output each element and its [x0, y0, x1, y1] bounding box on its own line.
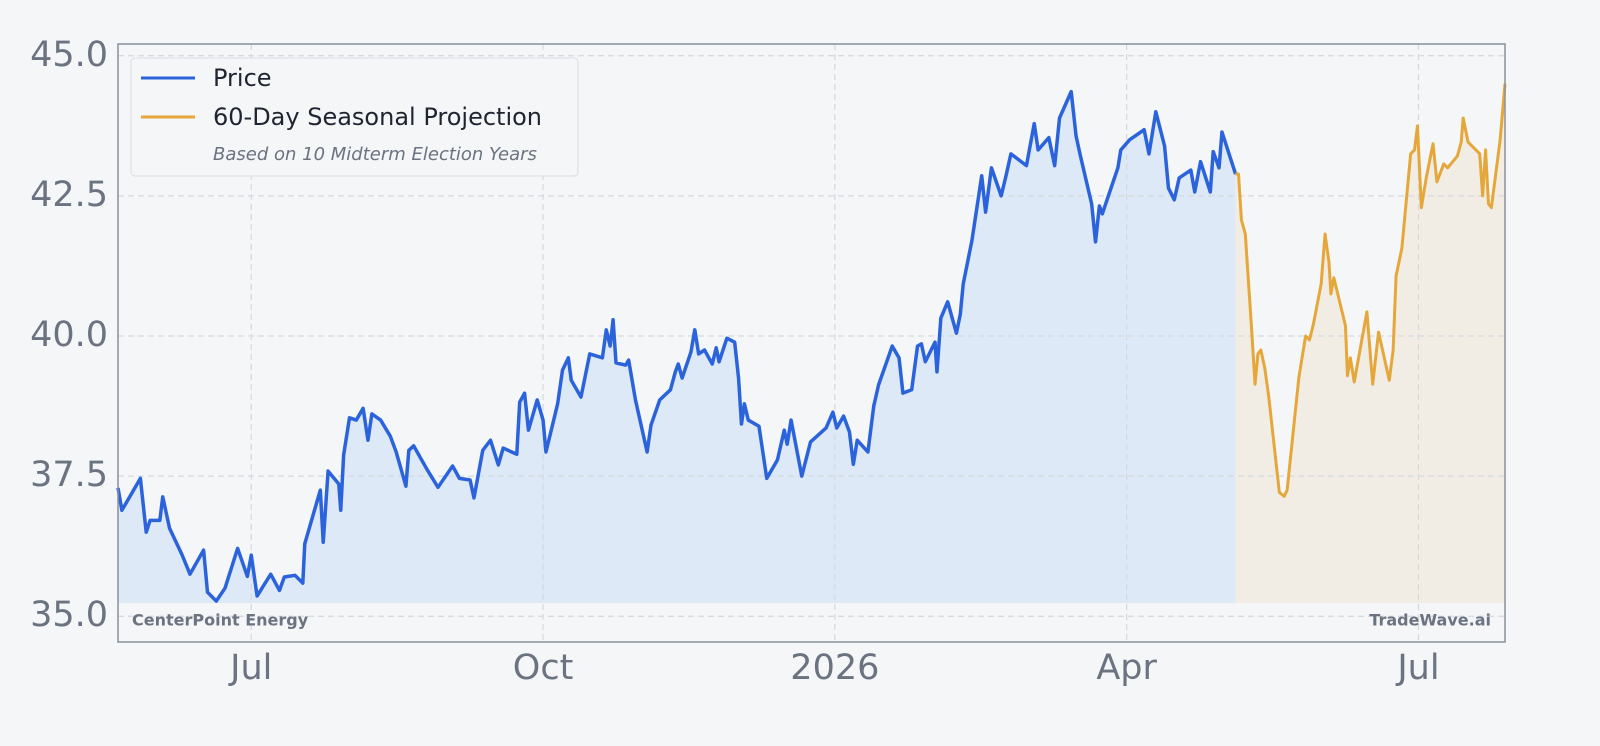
line	[1235, 83, 1507, 498]
y-tick-label: 37.5	[30, 455, 108, 495]
y-tick-label: 35.0	[30, 595, 108, 635]
annotation: TradeWave.ai	[1369, 611, 1491, 630]
x-tick-label: 2026	[790, 648, 879, 688]
x-tick-label: Jul	[228, 648, 272, 688]
y-tick-label: 42.5	[30, 175, 108, 215]
plot-frame	[117, 43, 1506, 643]
legend-note: Based on 10 Midterm Election Years	[213, 144, 537, 165]
legend-box	[130, 57, 579, 177]
area-fill	[1235, 83, 1505, 604]
annotation: CenterPoint Energy	[132, 611, 309, 630]
x-tick-label: Apr	[1096, 648, 1157, 688]
line	[116, 89, 1238, 603]
y-tick-label: 45.0	[30, 35, 108, 75]
legend-label: Price	[213, 64, 272, 92]
x-tick-label: Oct	[513, 648, 574, 688]
y-tick-label: 40.0	[30, 315, 108, 355]
legend-label: 60-Day Seasonal Projection	[213, 103, 542, 131]
x-tick-label: Jul	[1395, 648, 1439, 688]
area-fill	[118, 91, 1236, 604]
